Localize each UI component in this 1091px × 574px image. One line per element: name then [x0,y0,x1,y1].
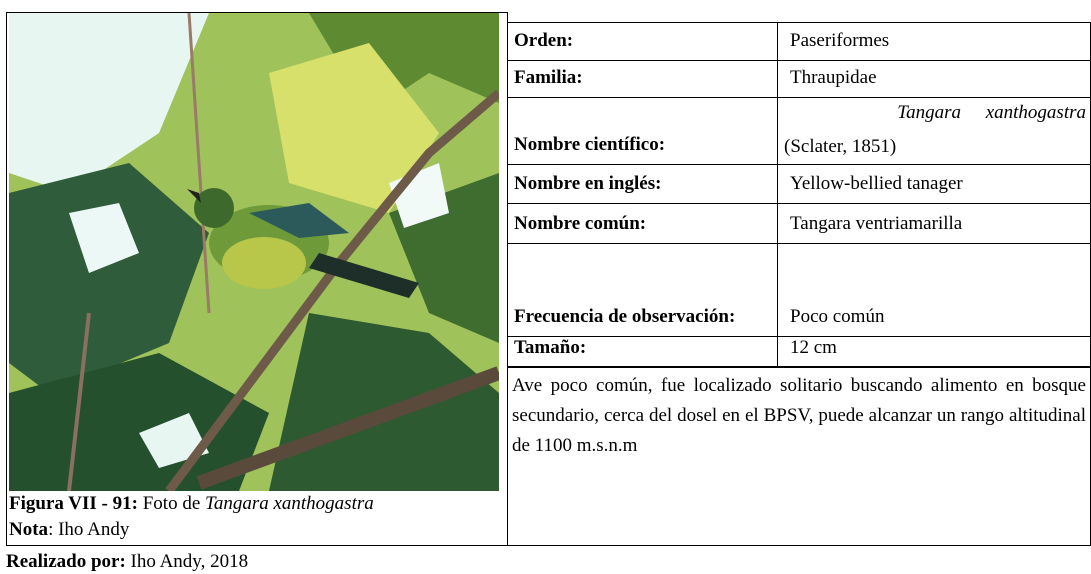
row-value: 12 cm [790,337,837,358]
row-value: Yellow-bellied tanager [790,173,963,194]
label-cell: Nombre común: [507,203,778,244]
value-cell: Thraupidae [777,60,1091,98]
value-cell: Tangara ventriamarilla [777,203,1091,244]
value-cell: Tangara xanthogastra (Sclater, 1851) [777,97,1091,165]
label-cell: Familia: [507,60,778,98]
label-cell: Frecuencia de observación: [507,243,778,337]
photo-cell: Figura VII - 91: Foto de Tangara xanthog… [6,12,508,546]
note-label: Nota [9,519,49,540]
row-value: Tangara ventriamarilla [790,213,963,234]
row-label: Orden: [514,30,574,51]
label-cell: Orden: [507,22,778,61]
label-cell: Nombre en inglés: [507,164,778,204]
caption-label: Figura VII - 91: [9,493,138,514]
footer-label: Realizado por: [6,551,126,572]
value-cell: Paseriformes [777,22,1091,61]
caption-text: Foto de [137,493,205,514]
value-cell: Poco común [777,243,1091,337]
footer-text: Iho Andy, 2018 [125,551,249,572]
scientific-author: (Sclater, 1851) [784,136,897,157]
row-label: Nombre en inglés: [514,173,662,194]
row-label: Familia: [514,67,583,88]
row-label: Frecuencia de observación: [514,306,736,327]
row-value: Thraupidae [790,67,877,88]
note-text: : Iho Andy [48,519,130,540]
scientific-name: Tangara xanthogastra [897,102,1086,123]
description: Ave poco común, fue localizado solitario… [512,375,1086,456]
footer: Realizado por: Iho Andy, 2018 [6,551,248,573]
row-value: Poco común [790,306,885,327]
value-cell: 12 cm [777,336,1091,368]
row-label: Tamaño: [514,337,587,358]
label-cell: Nombre científico: [507,97,778,165]
description-cell: Ave poco común, fue localizado solitario… [507,366,1091,546]
label-cell: Tamaño: [507,336,778,368]
figure-note: Nota: Iho Andy [9,519,129,541]
figure-caption: Figura VII - 91: Foto de Tangara xanthog… [9,493,374,515]
caption-species: Tangara xanthogastra [205,493,374,514]
bird-photo [9,13,499,491]
row-label: Nombre científico: [514,134,666,155]
value-cell: Yellow-bellied tanager [777,164,1091,204]
row-value: Paseriformes [790,30,890,51]
row-label: Nombre común: [514,213,647,234]
